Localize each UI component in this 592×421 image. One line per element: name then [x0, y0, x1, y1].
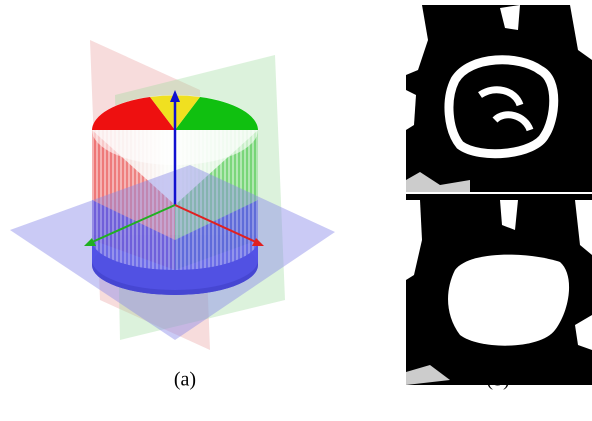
blue-plane — [10, 165, 335, 340]
blob — [575, 200, 592, 255]
arrow — [170, 90, 180, 102]
blob — [406, 90, 416, 130]
arrow — [252, 238, 264, 246]
blob — [500, 200, 518, 230]
blob — [575, 315, 592, 350]
axis-red — [174, 204, 259, 244]
axis-green — [89, 204, 176, 244]
blob — [406, 365, 450, 385]
blob — [478, 86, 534, 132]
top-green — [175, 97, 258, 130]
blob — [406, 200, 422, 280]
ring-blob — [444, 55, 559, 159]
blob — [406, 172, 470, 193]
blob — [570, 5, 592, 60]
filled-blob — [448, 254, 570, 346]
panel-b-image — [406, 5, 592, 385]
panel-label: (b) — [486, 369, 509, 391]
panel-label: (a) — [174, 369, 196, 391]
panel-a-image — [10, 40, 335, 350]
arrow — [84, 238, 96, 246]
blob — [406, 5, 428, 75]
top-red — [92, 97, 175, 130]
blob — [500, 5, 520, 30]
